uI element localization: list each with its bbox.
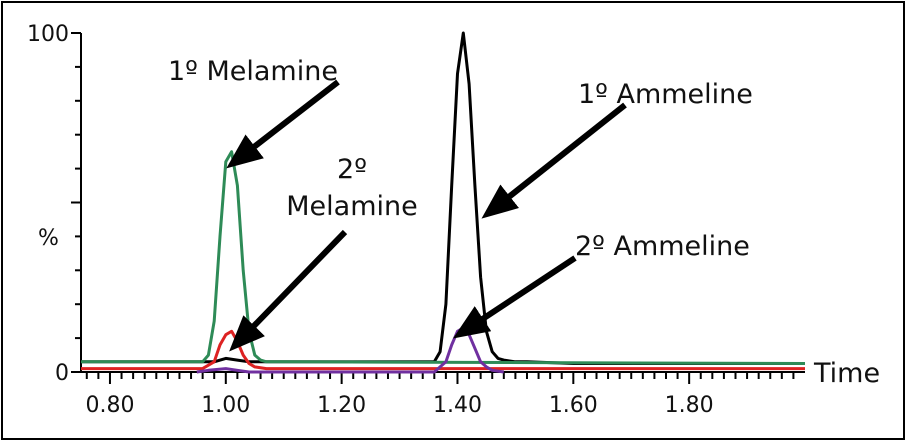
series-line-4 <box>196 326 505 374</box>
x-tick-label: 1.00 <box>201 393 250 418</box>
y-axis-label: % <box>38 226 59 251</box>
x-tick-label: 1.20 <box>317 393 366 418</box>
annotation-arrow <box>452 255 577 339</box>
y-tick-label: 100 <box>27 22 69 47</box>
series-line-2 <box>81 150 806 365</box>
annotation-label: 1º Ammeline <box>578 79 753 110</box>
annotation-arrow <box>481 102 627 219</box>
axis-labels: % Time <box>38 226 880 389</box>
annotation-arrow <box>229 229 348 352</box>
annotations: 1º Melamine 2º Melamine 1º Ammeline 2º Ammel… <box>168 56 753 352</box>
annotation-arrow <box>226 79 340 169</box>
x-axis-label: Time <box>813 358 880 389</box>
annotation-label: 1º Melamine <box>168 56 338 87</box>
annotation-label: 2º Melamine <box>286 154 417 222</box>
x-tick-label: 0.80 <box>85 393 134 418</box>
x-tick-label: 1.80 <box>665 393 714 418</box>
series-line-1 <box>81 31 805 365</box>
x-tick-label: 1.60 <box>549 393 598 418</box>
x-tick-label: 1.40 <box>433 393 482 418</box>
annotation-label: 2º Ammeline <box>575 231 750 262</box>
y-tick-label: 0 <box>55 361 69 386</box>
